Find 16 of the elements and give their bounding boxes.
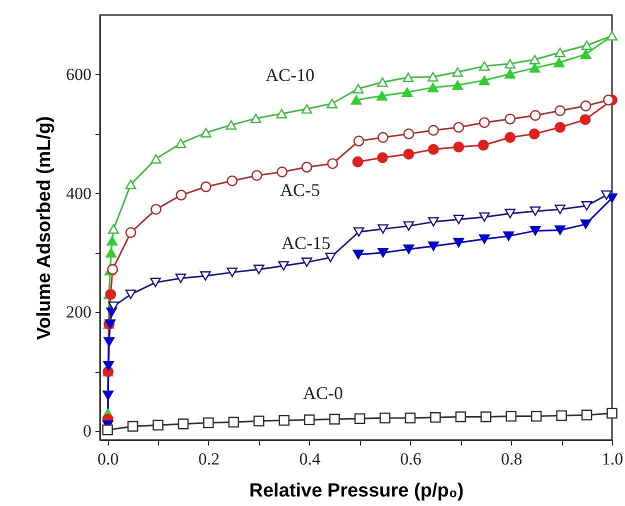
y-axis-title: Volume Adsorbed (mL/g) xyxy=(34,116,55,340)
y-tick-label: 600 xyxy=(66,64,92,84)
annotation: AC-10 xyxy=(266,65,314,85)
annotation: AC-5 xyxy=(280,180,320,200)
x-axis-title: Relative Pressure (p/p₀) xyxy=(249,480,464,502)
y-tick-label: 200 xyxy=(66,302,92,322)
y-tick-label: 0 xyxy=(83,422,92,441)
x-tick-label: 1.0 xyxy=(602,450,624,468)
annotation: AC-15 xyxy=(282,233,330,253)
y-tick-label: 400 xyxy=(66,184,92,203)
annotation: AC-0 xyxy=(303,383,343,403)
x-tick-label: 0.4 xyxy=(299,450,321,468)
x-tick-label: 0.8 xyxy=(500,450,522,468)
x-tick-label: 0.6 xyxy=(400,450,422,468)
x-tick-label: 0.0 xyxy=(97,450,119,468)
x-tick-label: 0.2 xyxy=(198,450,220,468)
